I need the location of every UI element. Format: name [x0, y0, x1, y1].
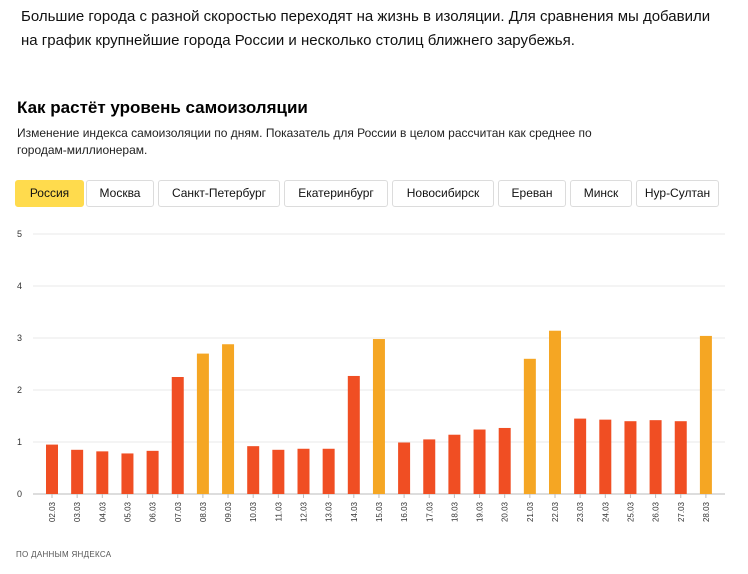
y-tick-label: 1	[17, 437, 22, 447]
x-tick-label: 28.03	[702, 501, 711, 522]
bar	[624, 421, 637, 494]
bar	[121, 453, 134, 494]
source-note: ПО ДАННЫМ ЯНДЕКСА	[16, 550, 112, 559]
tab-minsk[interactable]: Минск	[570, 180, 632, 207]
y-tick-label: 4	[17, 281, 22, 291]
x-tick-label: 18.03	[450, 501, 459, 522]
bar	[473, 429, 486, 494]
x-tick-label: 14.03	[350, 501, 359, 522]
tab-yekaterinburg[interactable]: Екатеринбург	[284, 180, 388, 207]
chart-subtitle-line-1: Изменение индекса самоизоляции по дням. …	[17, 126, 592, 140]
bar	[398, 442, 411, 494]
bar	[498, 427, 511, 494]
tab-yerevan[interactable]: Ереван	[498, 180, 566, 207]
x-tick-label: 06.03	[149, 501, 158, 522]
bar	[649, 420, 662, 494]
bar	[272, 449, 285, 494]
x-tick-label: 17.03	[425, 501, 434, 522]
intro-text: Большие города с разной скоростью перехо…	[21, 5, 721, 53]
chart-title: Как растёт уровень самоизоляции	[17, 98, 308, 117]
x-tick-label: 07.03	[174, 501, 183, 522]
x-tick-label: 12.03	[300, 501, 309, 522]
bar	[71, 449, 84, 494]
tab-nur-sultan[interactable]: Нур-Султан	[636, 180, 719, 207]
bar	[574, 418, 587, 494]
bar	[599, 419, 612, 494]
y-tick-label: 3	[17, 333, 22, 343]
x-tick-label: 20.03	[501, 501, 510, 522]
x-tick-label: 21.03	[526, 501, 535, 522]
x-tick-label: 05.03	[123, 501, 132, 522]
tab-saint-petersburg[interactable]: Санкт-Петербург	[158, 180, 280, 207]
x-tick-label: 10.03	[249, 501, 258, 522]
x-tick-label: 23.03	[576, 501, 585, 522]
bar	[674, 421, 687, 494]
bar	[222, 344, 235, 494]
x-tick-label: 04.03	[98, 501, 107, 522]
bar	[146, 450, 159, 494]
bar	[523, 358, 536, 494]
tab-moscow[interactable]: Москва	[86, 180, 154, 207]
bar	[297, 448, 310, 494]
bar	[423, 439, 436, 494]
x-tick-label: 25.03	[626, 501, 635, 522]
chart-subtitle-line-2: городам-миллионерам.	[17, 143, 148, 157]
x-tick-label: 11.03	[274, 501, 283, 521]
bar	[247, 446, 260, 494]
bar	[347, 375, 360, 494]
intro-line-1: Большие города с разной скоростью перехо…	[21, 8, 711, 25]
tab-novosibirsk[interactable]: Новосибирск	[392, 180, 494, 207]
x-tick-label: 16.03	[400, 501, 409, 522]
x-tick-label: 08.03	[199, 501, 208, 522]
intro-line-2: на график крупнейшие города России и нес…	[21, 32, 575, 49]
x-tick-label: 22.03	[551, 501, 560, 522]
x-tick-label: 26.03	[652, 501, 661, 522]
bar	[549, 330, 561, 494]
bar	[322, 448, 335, 494]
x-tick-label: 24.03	[601, 501, 610, 522]
x-tick-label: 19.03	[476, 501, 485, 522]
bar	[46, 444, 58, 494]
bar	[196, 353, 209, 494]
x-tick-label: 09.03	[224, 501, 233, 522]
bar	[699, 335, 712, 494]
tab-russia[interactable]: Россия	[15, 180, 84, 207]
x-tick-label: 15.03	[375, 501, 384, 522]
x-tick-label: 02.03	[48, 501, 57, 522]
bar	[96, 451, 109, 494]
x-tick-label: 27.03	[677, 501, 686, 522]
y-tick-label: 0	[17, 489, 22, 499]
y-tick-label: 2	[17, 385, 22, 395]
bar	[372, 339, 385, 494]
bar	[448, 434, 461, 494]
bar-chart: 0 1 2 3 4 5 02.03 03.03 04.03 05.03 06.03 07.03 08.0…	[17, 229, 725, 522]
x-tick-label: 03.03	[73, 501, 82, 522]
x-tick-label: 13.03	[325, 501, 334, 522]
y-tick-label: 5	[17, 229, 22, 239]
chart-subtitle: Изменение индекса самоизоляции по дням. …	[17, 125, 657, 159]
bar	[171, 377, 184, 494]
